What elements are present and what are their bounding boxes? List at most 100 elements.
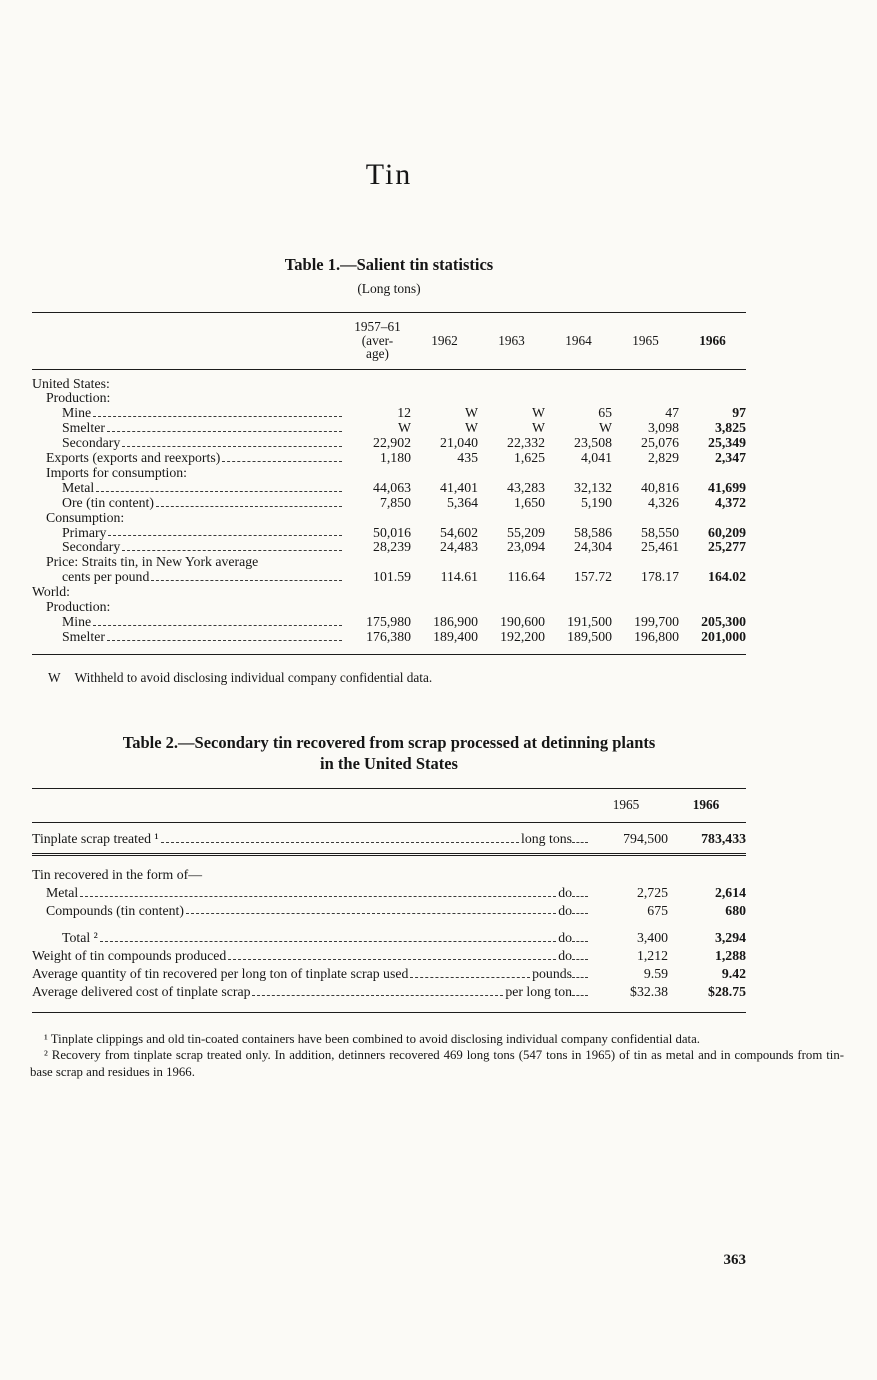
row-label: Total ² bbox=[62, 930, 98, 946]
row-label: Exports (exports and reexports) bbox=[46, 450, 221, 466]
footnote-symbol: W bbox=[48, 669, 61, 685]
row-unit: do bbox=[558, 930, 572, 946]
table1-header: 1957–61 (aver- age) 1962 1963 1964 1965 … bbox=[32, 313, 746, 369]
leader-dashes bbox=[96, 490, 342, 492]
leader-dashes bbox=[572, 977, 588, 979]
leader-dashes bbox=[572, 941, 588, 943]
leader-dashes bbox=[93, 624, 342, 626]
row-value: 783,433 bbox=[701, 831, 746, 847]
row-value: 1,180 bbox=[379, 450, 411, 466]
row-value: 9.59 bbox=[643, 966, 668, 982]
row-value: 97 bbox=[732, 405, 746, 421]
leader-dashes bbox=[185, 913, 557, 915]
row-value: 24,304 bbox=[574, 539, 612, 555]
row-value: 5,364 bbox=[446, 494, 478, 510]
table-row: cents per pound 101.59 114.61 116.64 157… bbox=[32, 569, 746, 585]
leader-dashes bbox=[572, 959, 588, 961]
row-value: 55,209 bbox=[507, 524, 545, 540]
table-row: Consumption: bbox=[32, 509, 746, 526]
row-label: United States: bbox=[32, 375, 110, 391]
page-number: 363 bbox=[723, 1252, 747, 1269]
row-unit: do bbox=[558, 948, 572, 964]
leader-dashes bbox=[222, 460, 342, 462]
row-label: Average quantity of tin recovered per lo… bbox=[32, 966, 409, 982]
table-row: Weight of tin compounds produced do 1,21… bbox=[32, 948, 746, 966]
row-value: 2,829 bbox=[647, 450, 679, 466]
table1-caption: Table 1.—Salient tin statistics bbox=[284, 255, 494, 274]
row-value: 3,098 bbox=[647, 420, 679, 436]
year-header-line: 1957–61 bbox=[354, 319, 401, 334]
table-row: Tin recovered in the form of— bbox=[32, 866, 746, 884]
row-value: 58,550 bbox=[641, 524, 679, 540]
row-value: 164.02 bbox=[708, 569, 746, 585]
row-label: Metal bbox=[62, 479, 95, 495]
leader-dashes bbox=[572, 895, 588, 897]
row-value: $28.75 bbox=[708, 984, 746, 1000]
row-value: W bbox=[464, 405, 478, 421]
row-value: 176,380 bbox=[366, 628, 411, 644]
year-header: 1966 bbox=[692, 796, 720, 812]
row-value: 157.72 bbox=[574, 569, 612, 585]
footnote-1: ¹ Tinplate clippings and old tin-coated … bbox=[44, 1031, 700, 1046]
year-header: 1965 bbox=[612, 796, 640, 812]
row-label: Tin recovered in the form of— bbox=[32, 866, 202, 882]
table-row: Imports for consumption: bbox=[32, 464, 746, 481]
year-header-line: (aver- bbox=[361, 332, 394, 348]
row-value: 12 bbox=[397, 405, 411, 421]
row-value: 189,500 bbox=[567, 628, 612, 644]
row-value: 23,508 bbox=[574, 435, 612, 451]
table-row: Secondary 22,902 21,040 22,332 23,508 25… bbox=[32, 435, 746, 451]
year-header: 1964 bbox=[565, 332, 592, 348]
leader-dashes bbox=[155, 505, 342, 507]
row-unit: do bbox=[558, 884, 572, 900]
row-value: 21,040 bbox=[440, 435, 478, 451]
row-label: cents per pound bbox=[62, 569, 150, 585]
table-row: Secondary 28,239 24,483 23,094 24,304 25… bbox=[32, 540, 746, 555]
row-value: W bbox=[397, 420, 411, 436]
row-label: Secondary bbox=[62, 435, 121, 451]
row-label: Smelter bbox=[62, 628, 105, 644]
table-row: Tinplate scrap treated ¹ long tons 794,5… bbox=[32, 831, 746, 857]
row-value: $32.38 bbox=[630, 984, 668, 1000]
row-value: 32,132 bbox=[574, 479, 612, 495]
table-row: United States: bbox=[32, 375, 746, 392]
row-label: Consumption: bbox=[46, 509, 125, 525]
table-row: Mine 12 W W 65 47 97 bbox=[32, 405, 746, 421]
row-label: Production: bbox=[46, 599, 111, 615]
row-value: 4,372 bbox=[714, 494, 746, 510]
year-header-avg: 1957–61 (aver- age) bbox=[344, 320, 411, 361]
table-row: Ore (tin content) 7,850 5,364 1,650 5,19… bbox=[32, 494, 746, 511]
row-value: W bbox=[531, 405, 545, 421]
row-value: 54,602 bbox=[440, 524, 478, 540]
footnotes: ¹ Tinplate clippings and old tin-coated … bbox=[30, 1031, 844, 1081]
leader-dashes bbox=[93, 416, 342, 418]
row-label: Price: Straits tin, in New York average bbox=[46, 554, 259, 570]
row-value: 25,349 bbox=[708, 435, 746, 451]
row-value: 65 bbox=[598, 405, 612, 421]
table-row: Metal 44,063 41,401 43,283 32,132 40,816… bbox=[32, 479, 746, 496]
row-value: 23,094 bbox=[507, 539, 545, 555]
table1-top-rule bbox=[32, 312, 746, 313]
row-value: 28,239 bbox=[373, 539, 411, 555]
row-unit: pounds bbox=[532, 966, 572, 982]
main-column: Tin Table 1.—Salient tin statistics (Lon… bbox=[32, 158, 746, 1013]
year-header: 1966 bbox=[699, 332, 726, 348]
row-value: 435 bbox=[457, 450, 478, 466]
year-header: 1965 bbox=[632, 332, 659, 348]
leader-dashes bbox=[108, 535, 342, 537]
leader-dashes bbox=[80, 895, 557, 897]
table-row: Average quantity of tin recovered per lo… bbox=[32, 966, 746, 984]
row-value: 191,500 bbox=[567, 614, 612, 629]
leader-dashes bbox=[572, 995, 588, 997]
year-header: 1963 bbox=[498, 332, 525, 348]
row-label: Imports for consumption: bbox=[46, 464, 188, 480]
table1-footnote: W Withheld to avoid disclosing individua… bbox=[32, 670, 746, 686]
table-row: World: bbox=[32, 584, 746, 600]
footnote-2: ² Recovery from tinplate scrap treated o… bbox=[30, 1048, 844, 1079]
leader-dashes bbox=[106, 639, 342, 641]
row-label: Smelter bbox=[62, 420, 105, 436]
table-row: Production: bbox=[32, 599, 746, 615]
table-row: Production: bbox=[32, 391, 746, 406]
row-value: W bbox=[464, 420, 478, 436]
year-header: 1962 bbox=[431, 332, 458, 348]
